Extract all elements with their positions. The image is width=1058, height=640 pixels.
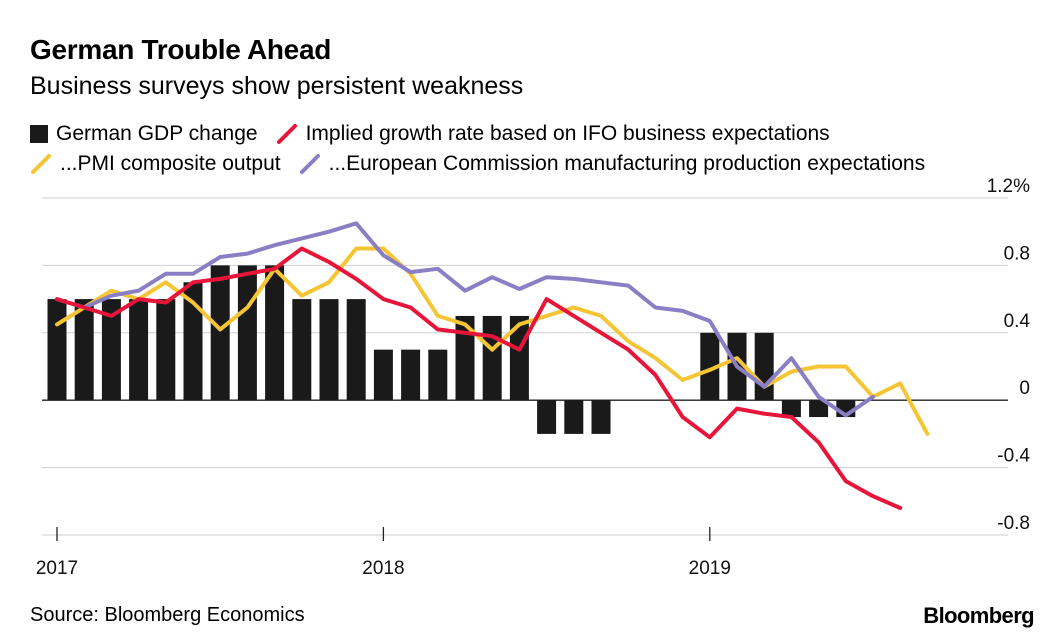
legend-row-2: ...PMI composite output ...European Comm…	[30, 152, 943, 176]
gdp-bar	[129, 299, 149, 401]
series-line-2	[55, 246, 930, 436]
gdp-bar	[346, 299, 366, 401]
gdp-bar	[754, 332, 774, 401]
gdp-bar	[482, 315, 502, 401]
gdp-bar	[101, 299, 121, 401]
series-line-1	[55, 246, 903, 510]
gdp-bar	[319, 299, 339, 401]
gdp-bar	[700, 332, 720, 401]
y-tick-label: 0.8	[1004, 243, 1030, 264]
gdp-bar	[74, 299, 94, 401]
legend-label-ifo: Implied growth rate based on IFO busines…	[305, 122, 830, 145]
legend-swatch-ifo	[276, 124, 297, 144]
legend-row-1: German GDP change Implied growth rate ba…	[30, 122, 848, 146]
chart-title: German Trouble Ahead	[30, 34, 332, 65]
legend-item-pmi: ...PMI composite output	[30, 152, 281, 176]
y-tick-label: -0.8	[997, 513, 1030, 534]
gdp-bar	[292, 299, 312, 401]
legend-item-gdp: German GDP change	[30, 122, 258, 146]
gdp-bar	[428, 349, 448, 401]
x-tick-label: 2017	[36, 558, 78, 579]
legend-swatch-pmi	[31, 154, 51, 174]
y-tick-label: 0.4	[1004, 311, 1031, 332]
y-tick-label: 0	[1019, 378, 1030, 399]
legend-label-ec: ...European Commission manufacturing pro…	[328, 152, 926, 175]
brand-logo: Bloomberg	[923, 603, 1034, 628]
gdp-bar	[47, 299, 67, 401]
legend-swatch-gdp	[30, 125, 48, 143]
y-tick-label: -0.4	[997, 446, 1030, 467]
legend-label-pmi: ...PMI composite output	[60, 152, 281, 175]
gdp-bar	[373, 349, 393, 401]
gdp-bar	[401, 349, 421, 401]
gdp-bar	[564, 400, 584, 434]
gdp-bar	[183, 282, 203, 401]
legend-item-ifo: Implied growth rate based on IFO busines…	[276, 122, 830, 146]
chart-subtitle: Business surveys show persistent weaknes…	[30, 72, 524, 100]
legend-swatch-ec	[299, 154, 320, 174]
gdp-bar	[591, 400, 611, 434]
y-tick-label: 1.2%	[987, 176, 1030, 197]
x-tick-label: 2018	[362, 558, 404, 579]
source-note: Source: Bloomberg Economics	[30, 604, 305, 626]
series-line-3	[55, 221, 875, 418]
legend-label-gdp: German GDP change	[56, 122, 258, 145]
x-tick-label: 2019	[689, 558, 731, 579]
gdp-bar	[781, 400, 801, 418]
gdp-bar	[537, 400, 557, 434]
gdp-bar	[237, 265, 257, 401]
gdp-bar	[809, 400, 829, 418]
gdp-bar	[455, 315, 475, 401]
gdp-bar	[265, 265, 285, 401]
legend-item-ec: ...European Commission manufacturing pro…	[299, 152, 926, 176]
gdp-bar	[210, 265, 230, 401]
gdp-bar	[156, 299, 176, 401]
